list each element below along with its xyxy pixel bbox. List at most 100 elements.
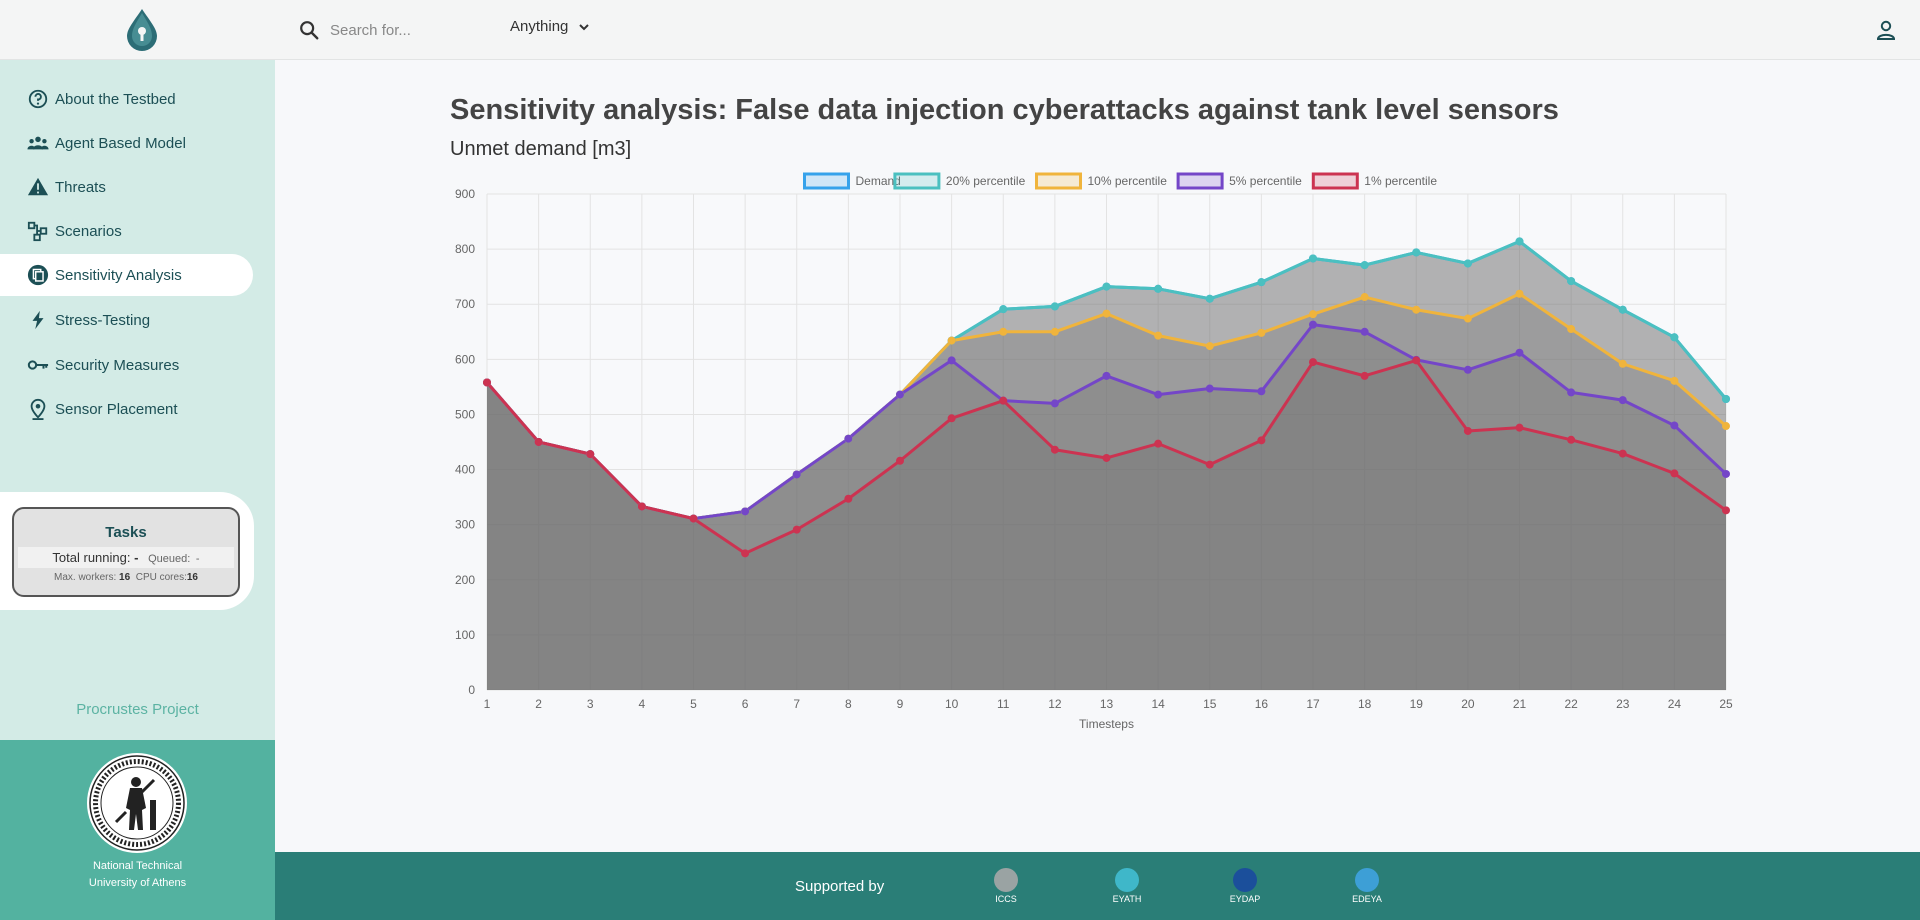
sponsor-edeya[interactable]: EDEYA bbox=[1337, 868, 1397, 904]
data-point bbox=[1412, 305, 1421, 314]
data-point bbox=[586, 450, 595, 459]
data-point bbox=[1102, 282, 1111, 291]
data-point bbox=[844, 434, 853, 443]
sponsor-eyath[interactable]: EYATH bbox=[1097, 868, 1157, 904]
legend-swatch bbox=[1176, 172, 1224, 190]
data-point bbox=[1722, 395, 1730, 404]
data-point bbox=[1567, 277, 1576, 286]
sidebar-item-security-measures[interactable]: Security Measures bbox=[0, 344, 270, 386]
flow-diagram-icon bbox=[27, 221, 48, 242]
page-subtitle: Unmet demand [m3] bbox=[450, 138, 632, 160]
sidebar-item-label: Security Measures bbox=[55, 356, 180, 374]
data-point bbox=[1515, 423, 1524, 432]
eydap-logo-icon bbox=[1233, 868, 1257, 892]
data-point bbox=[896, 456, 904, 465]
x-tick-label: 1 bbox=[484, 697, 491, 711]
data-point bbox=[1102, 371, 1111, 380]
sidebar-item-label: About the Testbed bbox=[55, 90, 176, 108]
tasks-card: Tasks Total running: - Queued: - Max. wo… bbox=[12, 507, 240, 597]
sidebar-item-label: Sensor Placement bbox=[55, 400, 178, 418]
data-point bbox=[1309, 254, 1317, 263]
data-point bbox=[1154, 331, 1163, 340]
data-point bbox=[1463, 259, 1472, 268]
x-tick-label: 14 bbox=[1151, 697, 1165, 711]
legend-swatch bbox=[1311, 172, 1359, 190]
running-value: - bbox=[134, 550, 139, 565]
footer: Supported by ICCS EYATH EYDAP EDEYA bbox=[275, 852, 1920, 920]
sponsor-iccs[interactable]: ICCS bbox=[976, 868, 1036, 904]
data-point bbox=[1205, 342, 1214, 351]
series-area-4 bbox=[487, 360, 1726, 690]
data-point bbox=[1722, 469, 1730, 478]
data-point bbox=[1412, 248, 1421, 257]
search-input[interactable] bbox=[330, 17, 480, 43]
workers-label: Max. workers: bbox=[54, 572, 117, 583]
series-area-0 bbox=[487, 241, 1726, 690]
university-seal-icon bbox=[87, 753, 187, 853]
university-name: National Technical University of Athens bbox=[0, 858, 275, 892]
data-point bbox=[1515, 237, 1524, 246]
sidebar-item-threats[interactable]: Threats bbox=[0, 166, 270, 208]
tasks-title: Tasks bbox=[105, 524, 147, 541]
key-icon bbox=[27, 360, 49, 370]
users-icon bbox=[27, 136, 49, 150]
project-link[interactable]: Procrustes Project bbox=[76, 701, 199, 718]
sidebar-item-stress-testing[interactable]: Stress-Testing bbox=[0, 299, 270, 341]
sidebar-item-label: Stress-Testing bbox=[55, 311, 151, 329]
sidebar-item-sensitivity[interactable]: Sensitivity Analysis bbox=[0, 254, 253, 296]
data-point bbox=[534, 438, 543, 446]
sidebar-item-scenarios[interactable]: Scenarios bbox=[0, 210, 270, 252]
x-tick-label: 7 bbox=[793, 697, 800, 711]
x-tick-label: 20 bbox=[1461, 697, 1475, 711]
chevron-down-icon bbox=[579, 23, 590, 30]
sidebar-item-sensor-placement[interactable]: Sensor Placement bbox=[0, 388, 270, 430]
data-point bbox=[1670, 333, 1679, 342]
search-scope-select[interactable]: Anything bbox=[510, 18, 590, 35]
workers-value: 16 bbox=[119, 572, 131, 583]
data-point bbox=[1154, 284, 1163, 293]
drop-logo-icon[interactable] bbox=[124, 7, 160, 51]
data-point bbox=[741, 549, 750, 558]
data-point bbox=[1618, 449, 1627, 458]
data-point bbox=[947, 414, 956, 423]
x-tick-label: 6 bbox=[742, 697, 749, 711]
sponsor-name: EDEYA bbox=[1352, 894, 1382, 904]
data-point bbox=[1618, 305, 1627, 314]
series-area-1 bbox=[487, 241, 1726, 690]
legend-label: 1% percentile bbox=[1364, 174, 1437, 188]
data-point bbox=[1412, 356, 1421, 365]
data-point bbox=[896, 390, 904, 399]
data-point bbox=[1102, 453, 1111, 462]
data-point bbox=[792, 470, 801, 479]
data-point bbox=[1309, 310, 1317, 319]
data-point bbox=[1257, 328, 1266, 337]
data-point bbox=[792, 525, 801, 534]
x-tick-label: 5 bbox=[690, 697, 697, 711]
data-point bbox=[1463, 314, 1472, 323]
tasks-running: Total running: - Queued: - bbox=[18, 547, 234, 568]
sponsor-eydap[interactable]: EYDAP bbox=[1215, 868, 1275, 904]
cores-label: CPU cores: bbox=[135, 572, 187, 583]
top-bar: Anything bbox=[0, 0, 1920, 60]
warning-icon bbox=[27, 177, 49, 196]
x-tick-label: 19 bbox=[1410, 697, 1424, 711]
data-point bbox=[1463, 365, 1472, 374]
search-icon[interactable] bbox=[298, 19, 320, 41]
sidebar-item-about[interactable]: About the Testbed bbox=[0, 78, 270, 120]
x-tick-label: 21 bbox=[1513, 697, 1527, 711]
data-point bbox=[1154, 439, 1163, 448]
y-tick-label: 200 bbox=[455, 573, 475, 587]
data-point bbox=[844, 494, 853, 503]
legend-swatch bbox=[893, 172, 941, 190]
data-point bbox=[483, 378, 491, 387]
eyath-logo-icon bbox=[1115, 868, 1139, 892]
data-point bbox=[1205, 384, 1214, 393]
y-tick-label: 900 bbox=[455, 187, 475, 201]
sidebar-item-agent-model[interactable]: Agent Based Model bbox=[0, 122, 270, 164]
x-tick-label: 8 bbox=[845, 697, 852, 711]
user-icon[interactable] bbox=[1874, 18, 1898, 42]
data-point bbox=[1050, 327, 1059, 336]
data-point bbox=[1360, 293, 1369, 302]
y-tick-label: 600 bbox=[455, 352, 475, 366]
